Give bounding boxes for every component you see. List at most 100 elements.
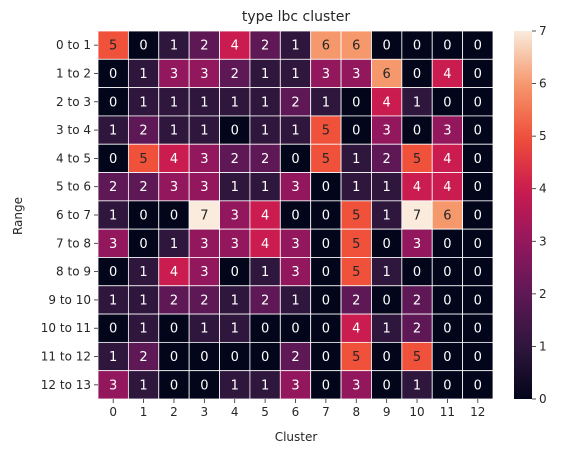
heatmap-cell: [279, 115, 312, 145]
heatmap-cell: [310, 115, 342, 145]
heatmap-cell: [340, 200, 372, 230]
cell-value-label: 3: [109, 378, 117, 393]
heatmap-cell: [219, 228, 251, 258]
heatmap-cell: [431, 285, 464, 315]
y-tick-label: 11 to 12: [41, 350, 91, 364]
cell-value-label: 0: [200, 378, 208, 393]
heatmap-cell: [431, 257, 464, 287]
colorbar-gradient: [514, 31, 532, 399]
heatmap-cells: 5 0 1 2 4 2 1 6 6 0 0 0 0 0 1 3 3 2 1 1 3 3 6 0 4 0 0 1 1 1 1 1 2 1 0 4 1 0 0 1…: [97, 30, 494, 400]
cell-value-label: 4: [261, 237, 269, 252]
cell-value-label: 5: [352, 265, 360, 280]
cell-value-label: 3: [200, 180, 208, 195]
heatmap-cell: [127, 313, 160, 343]
cell-value-label: 1: [413, 378, 421, 393]
colorbar-tick-label: 3: [539, 234, 547, 248]
cell-value-label: 0: [413, 124, 421, 139]
cell-value-label: 0: [443, 378, 451, 393]
cell-value-label: 1: [352, 180, 360, 195]
cell-value-label: 3: [231, 209, 239, 224]
heatmap-cell: [462, 200, 494, 230]
heatmap-cell: [462, 341, 494, 372]
heatmap-cell: [158, 257, 190, 287]
heatmap-cell: [127, 172, 160, 202]
heatmap-cell: [279, 172, 312, 202]
cell-value-label: 2: [200, 39, 208, 54]
cell-value-label: 5: [139, 152, 147, 167]
cell-value-label: 3: [231, 237, 239, 252]
cell-value-label: 4: [170, 265, 178, 280]
cell-value-label: 1: [291, 67, 299, 82]
heatmap-cell: [371, 200, 403, 230]
heatmap-cell: [188, 257, 220, 287]
cell-value-label: 3: [352, 67, 360, 82]
heatmap-cell: [431, 30, 464, 60]
cell-value-label: 0: [443, 293, 451, 308]
heatmap-cell: [371, 172, 403, 202]
y-tick-label: 4 to 5: [56, 151, 91, 165]
heatmap-cell: [462, 115, 494, 145]
cell-value-label: 5: [413, 152, 421, 167]
cell-value-label: 0: [170, 322, 178, 337]
cell-value-label: 1: [231, 322, 239, 337]
heatmap-cell: [249, 341, 281, 372]
cell-value-label: 4: [170, 152, 178, 167]
cell-value-label: 5: [109, 39, 117, 54]
heatmap-cell: [401, 115, 433, 145]
cell-value-label: 0: [383, 350, 391, 365]
heatmap-cell: [371, 370, 403, 400]
heatmap-cell: [401, 200, 433, 230]
cell-value-label: 1: [231, 180, 239, 195]
cell-value-label: 0: [474, 39, 482, 54]
cell-value-label: 0: [443, 39, 451, 54]
cell-value-label: 4: [383, 95, 391, 110]
cell-value-label: 1: [383, 209, 391, 224]
x-tick-label: 12: [470, 405, 485, 419]
cell-value-label: 0: [474, 378, 482, 393]
x-tick-label: 0: [109, 405, 117, 419]
heatmap-cell: [310, 313, 342, 343]
cell-value-label: 2: [200, 293, 208, 308]
cell-value-label: 0: [383, 39, 391, 54]
cell-value-label: 3: [352, 378, 360, 393]
y-tick-label: 3 to 4: [56, 123, 91, 137]
heatmap-cell: [97, 172, 129, 202]
cell-value-label: 0: [413, 265, 421, 280]
cell-value-label: 1: [261, 67, 269, 82]
cell-value-label: 0: [109, 67, 117, 82]
heatmap-cell: [188, 341, 220, 372]
cell-value-label: 0: [443, 265, 451, 280]
cell-value-label: 0: [139, 237, 147, 252]
cell-value-label: 0: [322, 350, 330, 365]
cell-value-label: 1: [170, 237, 178, 252]
cell-value-label: 0: [474, 322, 482, 337]
heatmap-cell: [431, 313, 464, 343]
heatmap-cell: [279, 228, 312, 258]
heatmap-cell: [127, 143, 160, 173]
cell-value-label: 4: [231, 39, 239, 54]
cell-value-label: 1: [170, 95, 178, 110]
heatmap-cell: [249, 30, 281, 60]
cell-value-label: 0: [170, 378, 178, 393]
heatmap-cell: [371, 115, 403, 145]
cell-value-label: 0: [109, 95, 117, 110]
cell-value-label: 0: [109, 152, 117, 167]
cell-value-label: 3: [170, 67, 178, 82]
heatmap-cell: [188, 313, 220, 343]
cell-value-label: 0: [261, 322, 269, 337]
heatmap-cell: [249, 285, 281, 315]
cell-value-label: 3: [200, 237, 208, 252]
heatmap-cell: [188, 58, 220, 89]
heatmap-cell: [158, 285, 190, 315]
heatmap-cell: [279, 341, 312, 372]
heatmap-cell: [188, 143, 220, 173]
cell-value-label: 1: [139, 95, 147, 110]
heatmap-cell: [401, 285, 433, 315]
heatmap-cell: [340, 58, 372, 89]
cell-value-label: 0: [322, 265, 330, 280]
cell-value-label: 6: [352, 39, 360, 54]
heatmap-cell: [158, 143, 190, 173]
heatmap-cell: [219, 172, 251, 202]
cell-value-label: 1: [231, 378, 239, 393]
x-tick-label: 1: [140, 405, 148, 419]
